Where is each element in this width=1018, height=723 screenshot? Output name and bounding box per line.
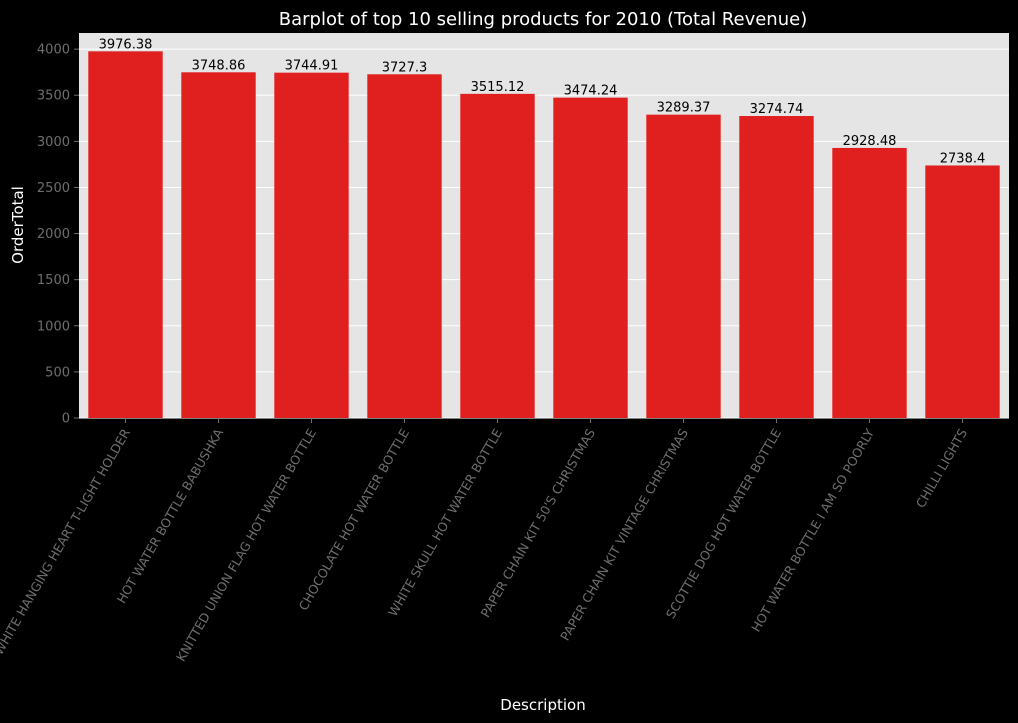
bar (832, 147, 907, 418)
y-tick-label: 500 (45, 365, 70, 380)
y-tick-label: 4000 (37, 43, 70, 58)
bar (553, 97, 628, 419)
y-axis-label: OrderTotal (9, 186, 27, 264)
bar-value-labels: 3976.38 3748.86 3744.91 3727.3 3515.12 3474.2… (99, 37, 986, 166)
bar (88, 51, 163, 418)
y-tick-label: 1500 (37, 273, 70, 288)
y-axis-ticks: 0 500 1000 1500 2000 2500 3000 3500 4000 (37, 43, 79, 427)
bar (181, 72, 256, 418)
bar-value-label: 3515.12 (471, 80, 525, 95)
x-tick-label: PAPER CHAIN KIT 50'S CHRISTMAS (478, 426, 599, 620)
y-tick-label: 2000 (37, 227, 70, 242)
y-tick-label: 2500 (37, 181, 70, 196)
x-tick-label: WHITE SKULL HOT WATER BOTTLE (385, 426, 505, 619)
bar-value-label: 3744.91 (285, 59, 339, 74)
bars (88, 51, 1000, 419)
x-tick-label: CHILLI LIGHTS (913, 426, 970, 510)
bar-value-label: 2738.4 (940, 151, 986, 166)
x-tick-label: WHITE HANGING HEART T-LIGHT HOLDER (0, 426, 133, 658)
bar-value-label: 3274.74 (750, 102, 804, 117)
bar (460, 93, 535, 419)
bar (274, 72, 349, 418)
y-tick-label: 3000 (37, 135, 70, 150)
x-axis-label: Description (500, 696, 585, 714)
bar (925, 165, 1000, 418)
x-tick-label: HOT WATER BOTTLE BABUSHKA (114, 426, 227, 606)
bar-value-label: 3289.37 (657, 101, 711, 116)
bar-value-label: 2928.48 (843, 134, 897, 149)
chart-title: Barplot of top 10 selling products for 2… (279, 9, 807, 30)
bar (367, 74, 442, 418)
bar-value-label: 3976.38 (99, 37, 153, 52)
x-tick-label: SCOTTIE DOG HOT WATER BOTTLE (663, 426, 784, 621)
bar-value-label: 3727.3 (382, 60, 428, 75)
bar-value-label: 3474.24 (564, 84, 618, 99)
x-tick-label: CHOCOLATE HOT WATER BOTTLE (295, 426, 412, 613)
y-tick-label: 3500 (37, 89, 70, 104)
bar-value-label: 3748.86 (192, 58, 246, 73)
bar (739, 116, 814, 418)
y-tick-label: 1000 (37, 319, 70, 334)
y-tick-label: 0 (62, 412, 70, 427)
bar (646, 114, 721, 418)
